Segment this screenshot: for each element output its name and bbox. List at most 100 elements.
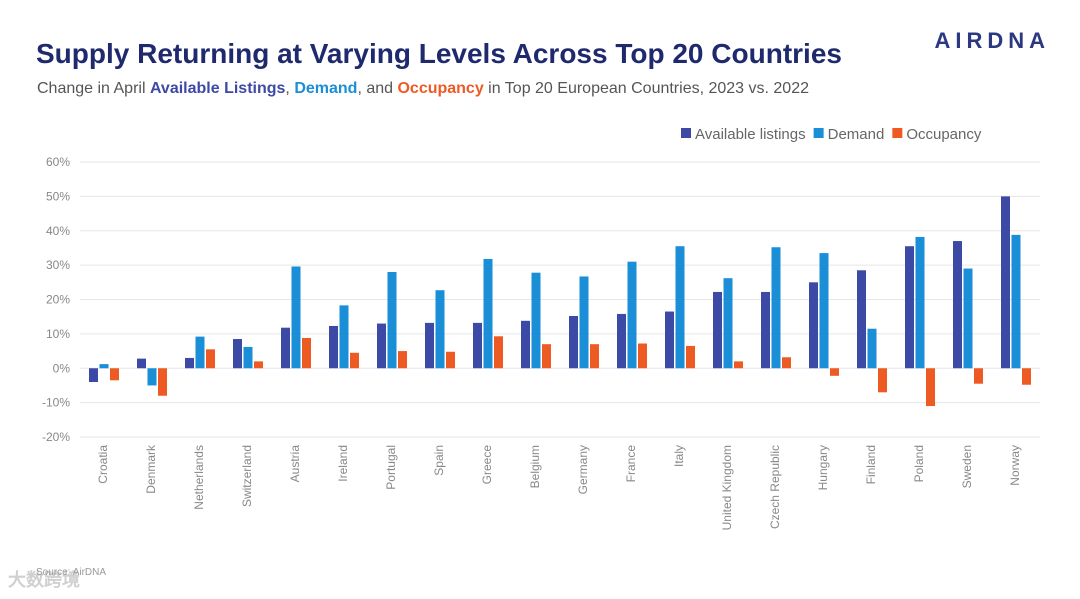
subtitle-suffix: in Top 20 European Countries, 2023 vs. 2… — [483, 80, 809, 97]
bar-listings — [713, 291, 722, 369]
x-category-label: Austria — [288, 445, 302, 483]
bar-occupancy — [590, 344, 599, 369]
subtitle-separator-2: , and — [357, 80, 398, 97]
bar-demand — [243, 346, 253, 369]
x-category-label: Spain — [432, 445, 446, 476]
legend-swatch-demand — [813, 128, 824, 138]
bar-listings — [89, 368, 98, 382]
bar-demand — [723, 278, 733, 369]
y-tick-label: 30% — [46, 258, 70, 272]
bar-occupancy — [1022, 368, 1031, 385]
x-category-label: Italy — [672, 445, 686, 467]
x-category-label: Switzerland — [240, 445, 254, 507]
subtitle-keyword-occupancy: Occupancy — [397, 80, 484, 97]
x-category-label: Portugal — [384, 445, 398, 490]
bar-listings — [761, 291, 770, 369]
bar-occupancy — [926, 368, 935, 407]
watermark: 大数跨境 — [8, 570, 80, 590]
bar-demand — [579, 276, 589, 369]
bar-demand — [195, 336, 205, 369]
y-tick-label: 50% — [46, 189, 70, 203]
x-category-label: France — [624, 445, 638, 483]
bar-occupancy — [398, 351, 407, 369]
bar-occupancy — [830, 368, 839, 376]
source-note: Source: AirDNA — [36, 567, 107, 578]
y-tick-label: -10% — [42, 396, 70, 410]
bar-demand — [147, 368, 157, 386]
bar-listings — [665, 311, 674, 369]
subtitle-keyword-demand: Demand — [294, 80, 358, 97]
bar-occupancy — [254, 361, 263, 369]
bar-listings — [329, 325, 338, 369]
bar-occupancy — [542, 344, 551, 369]
bar-listings — [473, 322, 482, 369]
bar-demand — [675, 246, 685, 369]
legend-label-occupancy: Occupancy — [906, 126, 982, 143]
bar-occupancy — [110, 368, 119, 381]
x-category-label: Sweden — [960, 445, 974, 488]
bar-demand — [819, 253, 829, 369]
bar-listings — [377, 323, 386, 369]
y-tick-label: 20% — [46, 293, 70, 307]
legend-label-listings: Available listings — [695, 126, 806, 143]
bar-listings — [425, 322, 434, 369]
x-category-label: Poland — [912, 445, 926, 482]
x-category-label: Ireland — [336, 445, 350, 482]
bar-demand — [915, 236, 925, 369]
y-tick-label: 10% — [46, 327, 70, 341]
bar-listings — [569, 316, 578, 369]
bar-demand — [1011, 234, 1021, 369]
bar-listings — [905, 246, 914, 369]
bar-occupancy — [782, 357, 791, 369]
bar-listings — [233, 339, 242, 369]
bar-listings — [809, 282, 818, 369]
bar-demand — [387, 272, 397, 369]
x-category-label: Czech Republic — [768, 445, 782, 529]
y-tick-label: 60% — [46, 155, 70, 169]
bar-demand — [339, 305, 349, 369]
bar-listings — [1001, 196, 1010, 369]
y-tick-label: 0% — [53, 361, 71, 375]
bar-occupancy — [686, 345, 695, 369]
legend-swatch-occupancy — [892, 128, 903, 138]
legend-swatch-listings — [681, 128, 691, 138]
bar-listings — [617, 313, 626, 369]
bar-listings — [185, 357, 194, 369]
y-tick-label: 40% — [46, 224, 70, 238]
bar-listings — [521, 320, 530, 369]
subtitle-prefix: Change in April — [37, 80, 150, 97]
bar-occupancy — [446, 351, 455, 369]
chart-title: Supply Returning at Varying Levels Acros… — [36, 38, 842, 69]
x-category-label: Netherlands — [192, 445, 206, 510]
x-category-label: Germany — [576, 445, 590, 494]
bar-listings — [281, 327, 290, 369]
bar-occupancy — [734, 361, 743, 369]
y-tick-label: -20% — [42, 430, 70, 444]
bar-occupancy — [974, 368, 983, 384]
x-category-label: Hungary — [816, 445, 830, 490]
bar-occupancy — [158, 368, 167, 396]
bar-occupancy — [302, 338, 311, 369]
bar-listings — [137, 358, 146, 369]
x-category-label: Greece — [480, 445, 494, 485]
bar-demand — [963, 268, 973, 369]
bar-occupancy — [206, 349, 215, 369]
bar-occupancy — [350, 352, 359, 369]
x-category-label: Croatia — [96, 445, 110, 484]
x-category-label: Finland — [864, 445, 878, 484]
x-category-label: United Kingdom — [720, 445, 734, 530]
bar-listings — [857, 270, 866, 369]
bar-demand — [771, 247, 781, 369]
bar-occupancy — [878, 368, 887, 393]
bar-demand — [483, 258, 493, 369]
bar-demand — [291, 266, 301, 369]
legend-label-demand: Demand — [828, 126, 885, 143]
bar-demand — [99, 364, 109, 369]
x-category-label: Norway — [1008, 445, 1022, 486]
bar-demand — [531, 272, 541, 369]
bar-demand — [435, 290, 445, 369]
subtitle-separator-1: , — [285, 80, 295, 97]
chart-subtitle: Change in April Available Listings, Dema… — [37, 80, 809, 98]
bar-demand — [867, 328, 877, 369]
